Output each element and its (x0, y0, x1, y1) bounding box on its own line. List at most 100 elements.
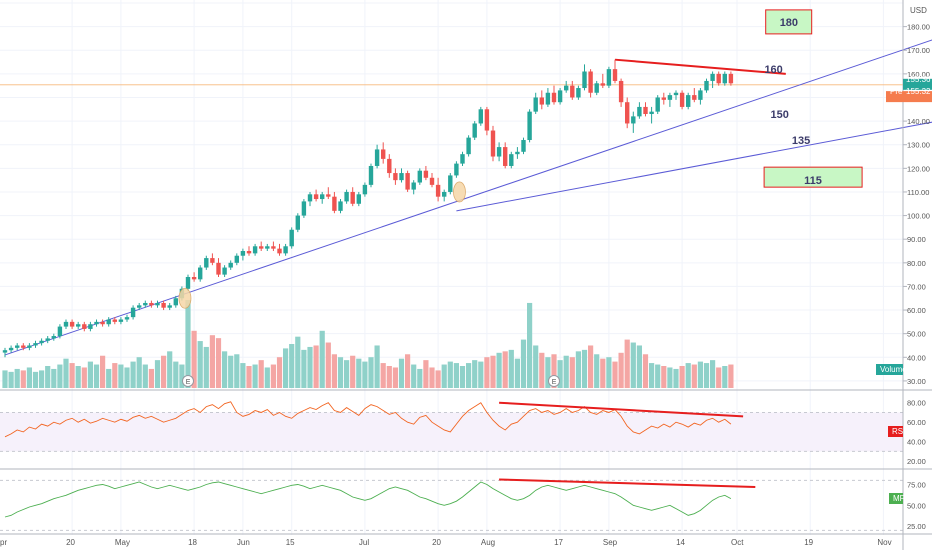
volume-bar (2, 370, 8, 388)
trendline-layer (4, 39, 932, 356)
volume-bar (112, 363, 118, 388)
volume-bar (569, 357, 575, 388)
time-tick-label: May (115, 538, 130, 547)
candle-body (167, 305, 172, 308)
volume-bar (45, 366, 51, 388)
volume-bar (380, 363, 386, 388)
volume-bar (344, 360, 350, 388)
mf-tag[interactable]: MF (893, 494, 905, 503)
candle-body (429, 177, 435, 185)
candle-body (368, 165, 374, 185)
volume-bar (246, 366, 252, 388)
candle-body (600, 83, 605, 86)
candle-body (686, 95, 691, 107)
candle-body (496, 147, 502, 157)
volume-bar (234, 354, 240, 388)
candle-body (69, 321, 75, 327)
candle-body (716, 73, 721, 84)
candle-body (143, 302, 148, 306)
volume-bar (319, 330, 325, 388)
last-price-label: 155.36 (906, 75, 931, 84)
volume-bar (276, 357, 283, 388)
candle-body (570, 85, 575, 98)
target-box (765, 9, 813, 35)
price-tick-label: 90.00 (907, 235, 926, 244)
candle-body (704, 80, 709, 91)
price-tick-label: 60.00 (907, 306, 926, 315)
volume-bar (539, 352, 545, 388)
candle-body (204, 258, 209, 268)
volume-bar (581, 349, 588, 388)
rsi-tag-bg (888, 426, 903, 437)
earnings-marker-label: E (552, 379, 557, 386)
volume-bar (435, 370, 441, 388)
candle-body (490, 130, 496, 157)
candle-body (503, 147, 508, 166)
candle-body (350, 191, 355, 204)
volume-bar (368, 357, 374, 388)
volume-bar (136, 357, 142, 388)
time-tick-label: Nov (877, 538, 891, 547)
time-tick-label: Sep (603, 538, 618, 547)
rsi-tag[interactable]: RSI (892, 427, 905, 436)
candle-body (106, 319, 111, 325)
trendline (4, 39, 932, 356)
candle-body (259, 246, 264, 249)
highlight-ellipse (453, 181, 466, 203)
candle-body (692, 95, 697, 100)
candle-body (76, 324, 81, 327)
rsi-line (4, 401, 732, 438)
candle-body (94, 321, 99, 325)
time-tick-label: 17 (554, 538, 563, 547)
price-tick-label: 40.00 (907, 353, 926, 362)
candle-body (545, 92, 551, 105)
volume-bar (258, 360, 264, 388)
volume-bar (551, 354, 557, 388)
candle-body (344, 191, 349, 202)
candle-body (588, 71, 593, 93)
mf-tick-label: 50.00 (907, 501, 926, 510)
volume-bar (630, 342, 636, 388)
candle-body (39, 340, 44, 344)
candle-body (539, 97, 544, 105)
earnings-marker (548, 375, 560, 387)
candle-body (631, 116, 636, 124)
volume-bar (313, 345, 319, 388)
volume-bar (270, 364, 276, 388)
candle-body (564, 85, 569, 91)
candle-body (295, 215, 300, 230)
candle-body (8, 347, 14, 351)
volume-bar (447, 361, 453, 388)
candle-body (82, 324, 87, 329)
volume-bar (673, 368, 679, 388)
candle-body (240, 251, 246, 256)
candle-body (710, 73, 715, 81)
volume-bar (185, 300, 191, 388)
candle-body (509, 154, 514, 166)
candle-body (374, 149, 380, 166)
candle-body (27, 345, 32, 348)
volume-tag[interactable]: Volume (880, 365, 907, 374)
candle-body (210, 258, 215, 263)
target-box (763, 166, 863, 188)
candle-body (283, 246, 288, 254)
candle-body (216, 262, 221, 275)
candle-body (484, 109, 490, 131)
volume-bar (32, 371, 39, 388)
volume-bar (337, 357, 344, 388)
volume-bar (685, 363, 691, 388)
time-tick-label: Jul (359, 538, 369, 547)
volume-bar (423, 360, 429, 388)
volume-bar (563, 355, 569, 388)
volume-bar (197, 341, 203, 388)
volume-bar (441, 364, 447, 388)
volume-bar (722, 366, 728, 388)
candle-body (88, 324, 93, 329)
candle-body (673, 92, 679, 96)
candle-body (643, 106, 648, 115)
candle-body (307, 194, 313, 202)
candle-body (356, 194, 361, 204)
volume-bar (100, 355, 106, 388)
volume-bar (203, 346, 209, 388)
